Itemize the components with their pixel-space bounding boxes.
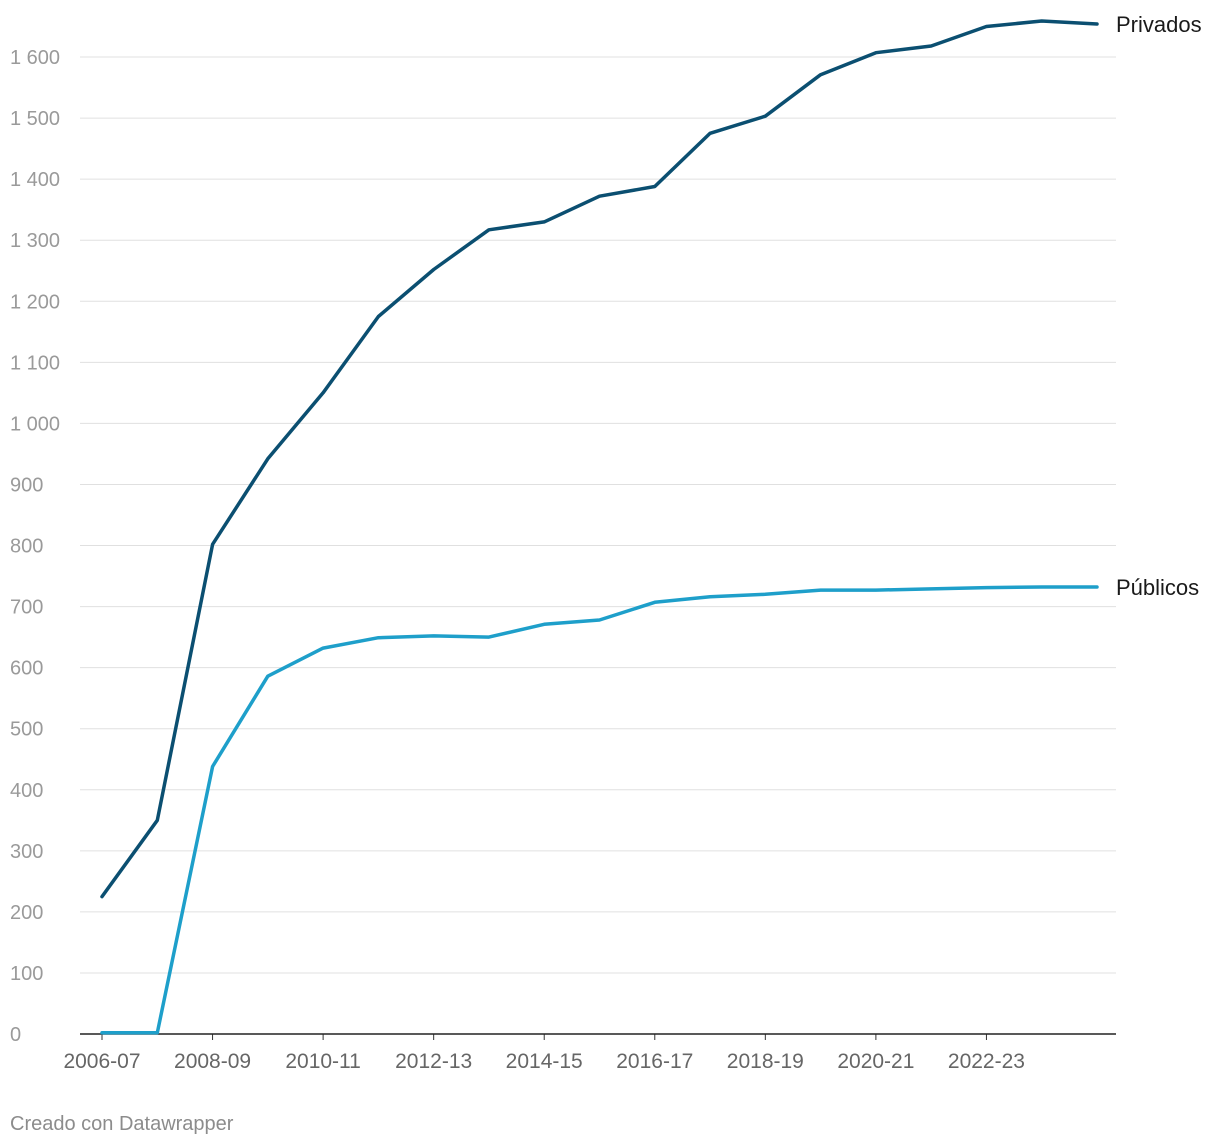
series-label: Privados bbox=[1116, 12, 1202, 37]
x-tick-label: 2016-17 bbox=[616, 1050, 693, 1073]
x-tick-label: 2012-13 bbox=[395, 1050, 472, 1073]
x-tick-label: 2014-15 bbox=[506, 1050, 583, 1073]
y-tick-label: 500 bbox=[10, 719, 43, 741]
y-tick-label: 1 200 bbox=[10, 291, 60, 313]
x-axis-ticks: 2006-07 2008-09 2010-11 2012-13 2014-15 2016-… bbox=[63, 1034, 1025, 1073]
series-lines bbox=[100, 19, 1099, 1035]
credit-footer: Creado con Datawrapper bbox=[10, 1113, 234, 1135]
series-label: Públicos bbox=[1116, 575, 1199, 600]
y-axis-ticks: 0 100 200 300 400 500 600 700 800 900 1 000 1 100 1 … bbox=[10, 47, 60, 1046]
y-tick-label: 800 bbox=[10, 536, 43, 558]
series-line-públicos bbox=[100, 585, 1099, 1035]
y-tick-label: 1 600 bbox=[10, 47, 60, 69]
y-tick-label: 1 100 bbox=[10, 352, 60, 374]
x-tick-label: 2008-09 bbox=[174, 1050, 251, 1073]
gridlines bbox=[80, 56, 1116, 974]
y-tick-label: 900 bbox=[10, 474, 43, 496]
y-tick-label: 300 bbox=[10, 841, 43, 863]
x-tick-label: 2006-07 bbox=[63, 1050, 140, 1073]
x-tick-label: 2010-11 bbox=[285, 1050, 361, 1073]
y-tick-label: 1 300 bbox=[10, 230, 60, 252]
y-tick-label: 200 bbox=[10, 902, 43, 924]
y-tick-label: 700 bbox=[10, 597, 43, 619]
y-tick-label: 0 bbox=[10, 1024, 21, 1046]
y-tick-label: 1 000 bbox=[10, 413, 60, 435]
x-tick-label: 2022-23 bbox=[948, 1050, 1025, 1073]
y-tick-label: 100 bbox=[10, 963, 43, 985]
line-chart: 0 100 200 300 400 500 600 700 800 900 1 000 1 100 1 … bbox=[10, 12, 1202, 1073]
y-tick-label: 400 bbox=[10, 780, 43, 802]
y-tick-label: 1 500 bbox=[10, 108, 60, 130]
y-tick-label: 1 400 bbox=[10, 169, 60, 191]
x-tick-label: 2018-19 bbox=[727, 1050, 804, 1073]
series-labels: Privados Públicos bbox=[1116, 12, 1202, 600]
x-tick-label: 2020-21 bbox=[837, 1050, 914, 1073]
y-tick-label: 600 bbox=[10, 658, 43, 680]
series-line-privados bbox=[100, 19, 1099, 899]
